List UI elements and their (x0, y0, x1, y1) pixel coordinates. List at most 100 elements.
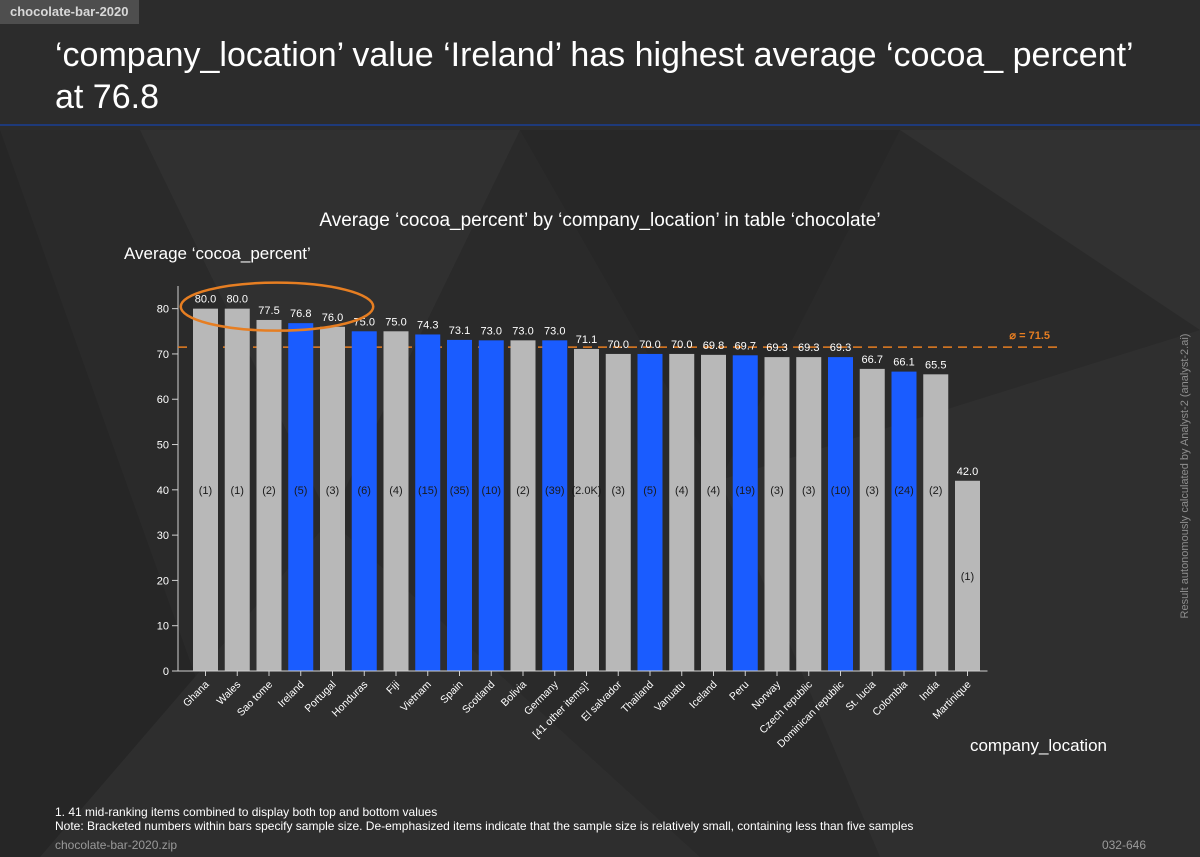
x-axis-label: company_location (970, 736, 1107, 755)
bar-sample-label: (3) (802, 485, 815, 497)
x-category-label: Sao tome (235, 679, 275, 719)
bar (320, 326, 345, 671)
bar-value-label: 66.1 (893, 357, 914, 369)
bar-value-label: 70.0 (608, 339, 629, 351)
dataset-tag: chocolate-bar-2020 (0, 0, 139, 24)
bar (764, 357, 790, 671)
footnote-sample-size: Note: Bracketed numbers within bars spec… (55, 819, 914, 833)
y-tick-label: 0 (163, 666, 169, 678)
average-label: ⌀ = 71.5 (1009, 330, 1050, 342)
bar-value-label: 69.7 (735, 340, 756, 352)
bar (288, 323, 314, 671)
credit-text: Result autonomously calculated by Analys… (1179, 333, 1191, 619)
bar-value-label: 73.0 (481, 325, 502, 337)
bar-value-label: 73.1 (449, 325, 470, 337)
bar-sample-label: (3) (612, 485, 625, 497)
bar-value-label: 77.5 (258, 305, 279, 317)
bar (637, 353, 663, 671)
bar-sample-label: (4) (675, 485, 688, 497)
chart-title: Average ‘cocoa_percent’ by ‘company_loca… (319, 210, 880, 231)
bar (796, 357, 822, 671)
x-category-label: Ghana (181, 679, 212, 710)
bar-value-label: 69.3 (830, 342, 851, 354)
bar-sample-label: (3) (326, 485, 339, 497)
x-category-label: [41 other items]¹ (530, 678, 592, 740)
bar-sample-label: (5) (294, 485, 307, 497)
bar-value-label: 69.8 (703, 340, 724, 352)
bar-sample-label: (4) (389, 485, 402, 497)
bar (447, 339, 472, 671)
bar-sample-label: (24) (894, 485, 914, 497)
highlight-circle (179, 281, 375, 332)
bar (955, 480, 980, 671)
x-category-label: Wales (215, 679, 244, 708)
bar-value-label: 69.3 (766, 342, 787, 354)
bar-sample-label: (2) (929, 485, 942, 497)
bar (510, 340, 536, 671)
x-category-label: Vanuatu (652, 679, 688, 715)
page-code: 032-646 (1101, 838, 1146, 852)
bar (574, 348, 599, 671)
bar (478, 340, 504, 671)
bar-value-label: 69.3 (798, 342, 819, 354)
bar-value-label: 80.0 (195, 294, 216, 306)
y-tick-label: 50 (157, 440, 169, 452)
bar-sample-label: (35) (450, 485, 470, 497)
bar-sample-label: (6) (358, 485, 371, 497)
bars (193, 308, 980, 671)
x-category-label: Peru (727, 679, 751, 703)
bar-sample-label: (5) (643, 485, 656, 497)
x-category-label: Colombia (870, 679, 910, 719)
bar (732, 355, 758, 671)
bar (193, 308, 218, 671)
bar-value-label: 73.0 (512, 325, 533, 337)
x-category-label: Bolivia (499, 679, 529, 709)
bar (923, 374, 949, 671)
bar-value-label: 80.0 (227, 294, 248, 306)
x-category-label: Thailand (619, 679, 656, 716)
x-category-label: Spain (438, 679, 466, 707)
bar (224, 308, 250, 671)
bar-sample-label: (19) (735, 485, 755, 497)
bar-sample-label: (3) (866, 485, 879, 497)
bar-value-label: 70.0 (639, 339, 660, 351)
bar-value-label: 65.5 (925, 359, 946, 371)
y-tick-label: 30 (157, 530, 169, 542)
y-axis-label: Average ‘cocoa_percent’ (124, 244, 311, 263)
bar (859, 368, 885, 671)
y-tick-label: 80 (157, 304, 169, 316)
bar-value-label: 73.0 (544, 325, 565, 337)
bar (828, 357, 853, 671)
bar-sample-label: (1) (231, 485, 244, 497)
bar-sample-label: (1) (961, 571, 974, 583)
bar (542, 340, 568, 671)
bar-value-label: 74.3 (417, 319, 438, 331)
y-axis: 0 10 20 30 40 50 60 70 80 (157, 286, 179, 678)
y-tick-label: 40 (157, 485, 169, 497)
bar-sample-label: (3) (770, 485, 783, 497)
bar (351, 331, 377, 671)
bar (415, 334, 441, 671)
y-tick-label: 60 (157, 394, 169, 406)
bar-value-label: 76.0 (322, 312, 343, 324)
bar (383, 331, 409, 671)
bar-sample-label: (4) (707, 485, 720, 497)
y-tick-label: 10 (157, 621, 169, 633)
bar (605, 353, 631, 671)
file-name: chocolate-bar-2020.zip (55, 838, 178, 852)
x-category-label: Vietnam (398, 678, 434, 714)
bar-value-label: 76.8 (290, 308, 311, 320)
header-divider (0, 124, 1200, 126)
annotations (179, 281, 375, 332)
bar-value-label: 71.1 (576, 334, 597, 346)
bar-sample-label: (10) (831, 485, 851, 497)
average-line-group: ⌀ = 71.5 (178, 330, 1062, 348)
bar-sample-label: (2) (262, 485, 275, 497)
bar-value-label: 75.0 (385, 316, 406, 328)
bar-sample-label: (10) (481, 485, 501, 497)
bar-sample-label: (15) (418, 485, 438, 497)
page-title: ‘company_location’ value ‘Ireland’ has h… (55, 36, 1133, 116)
